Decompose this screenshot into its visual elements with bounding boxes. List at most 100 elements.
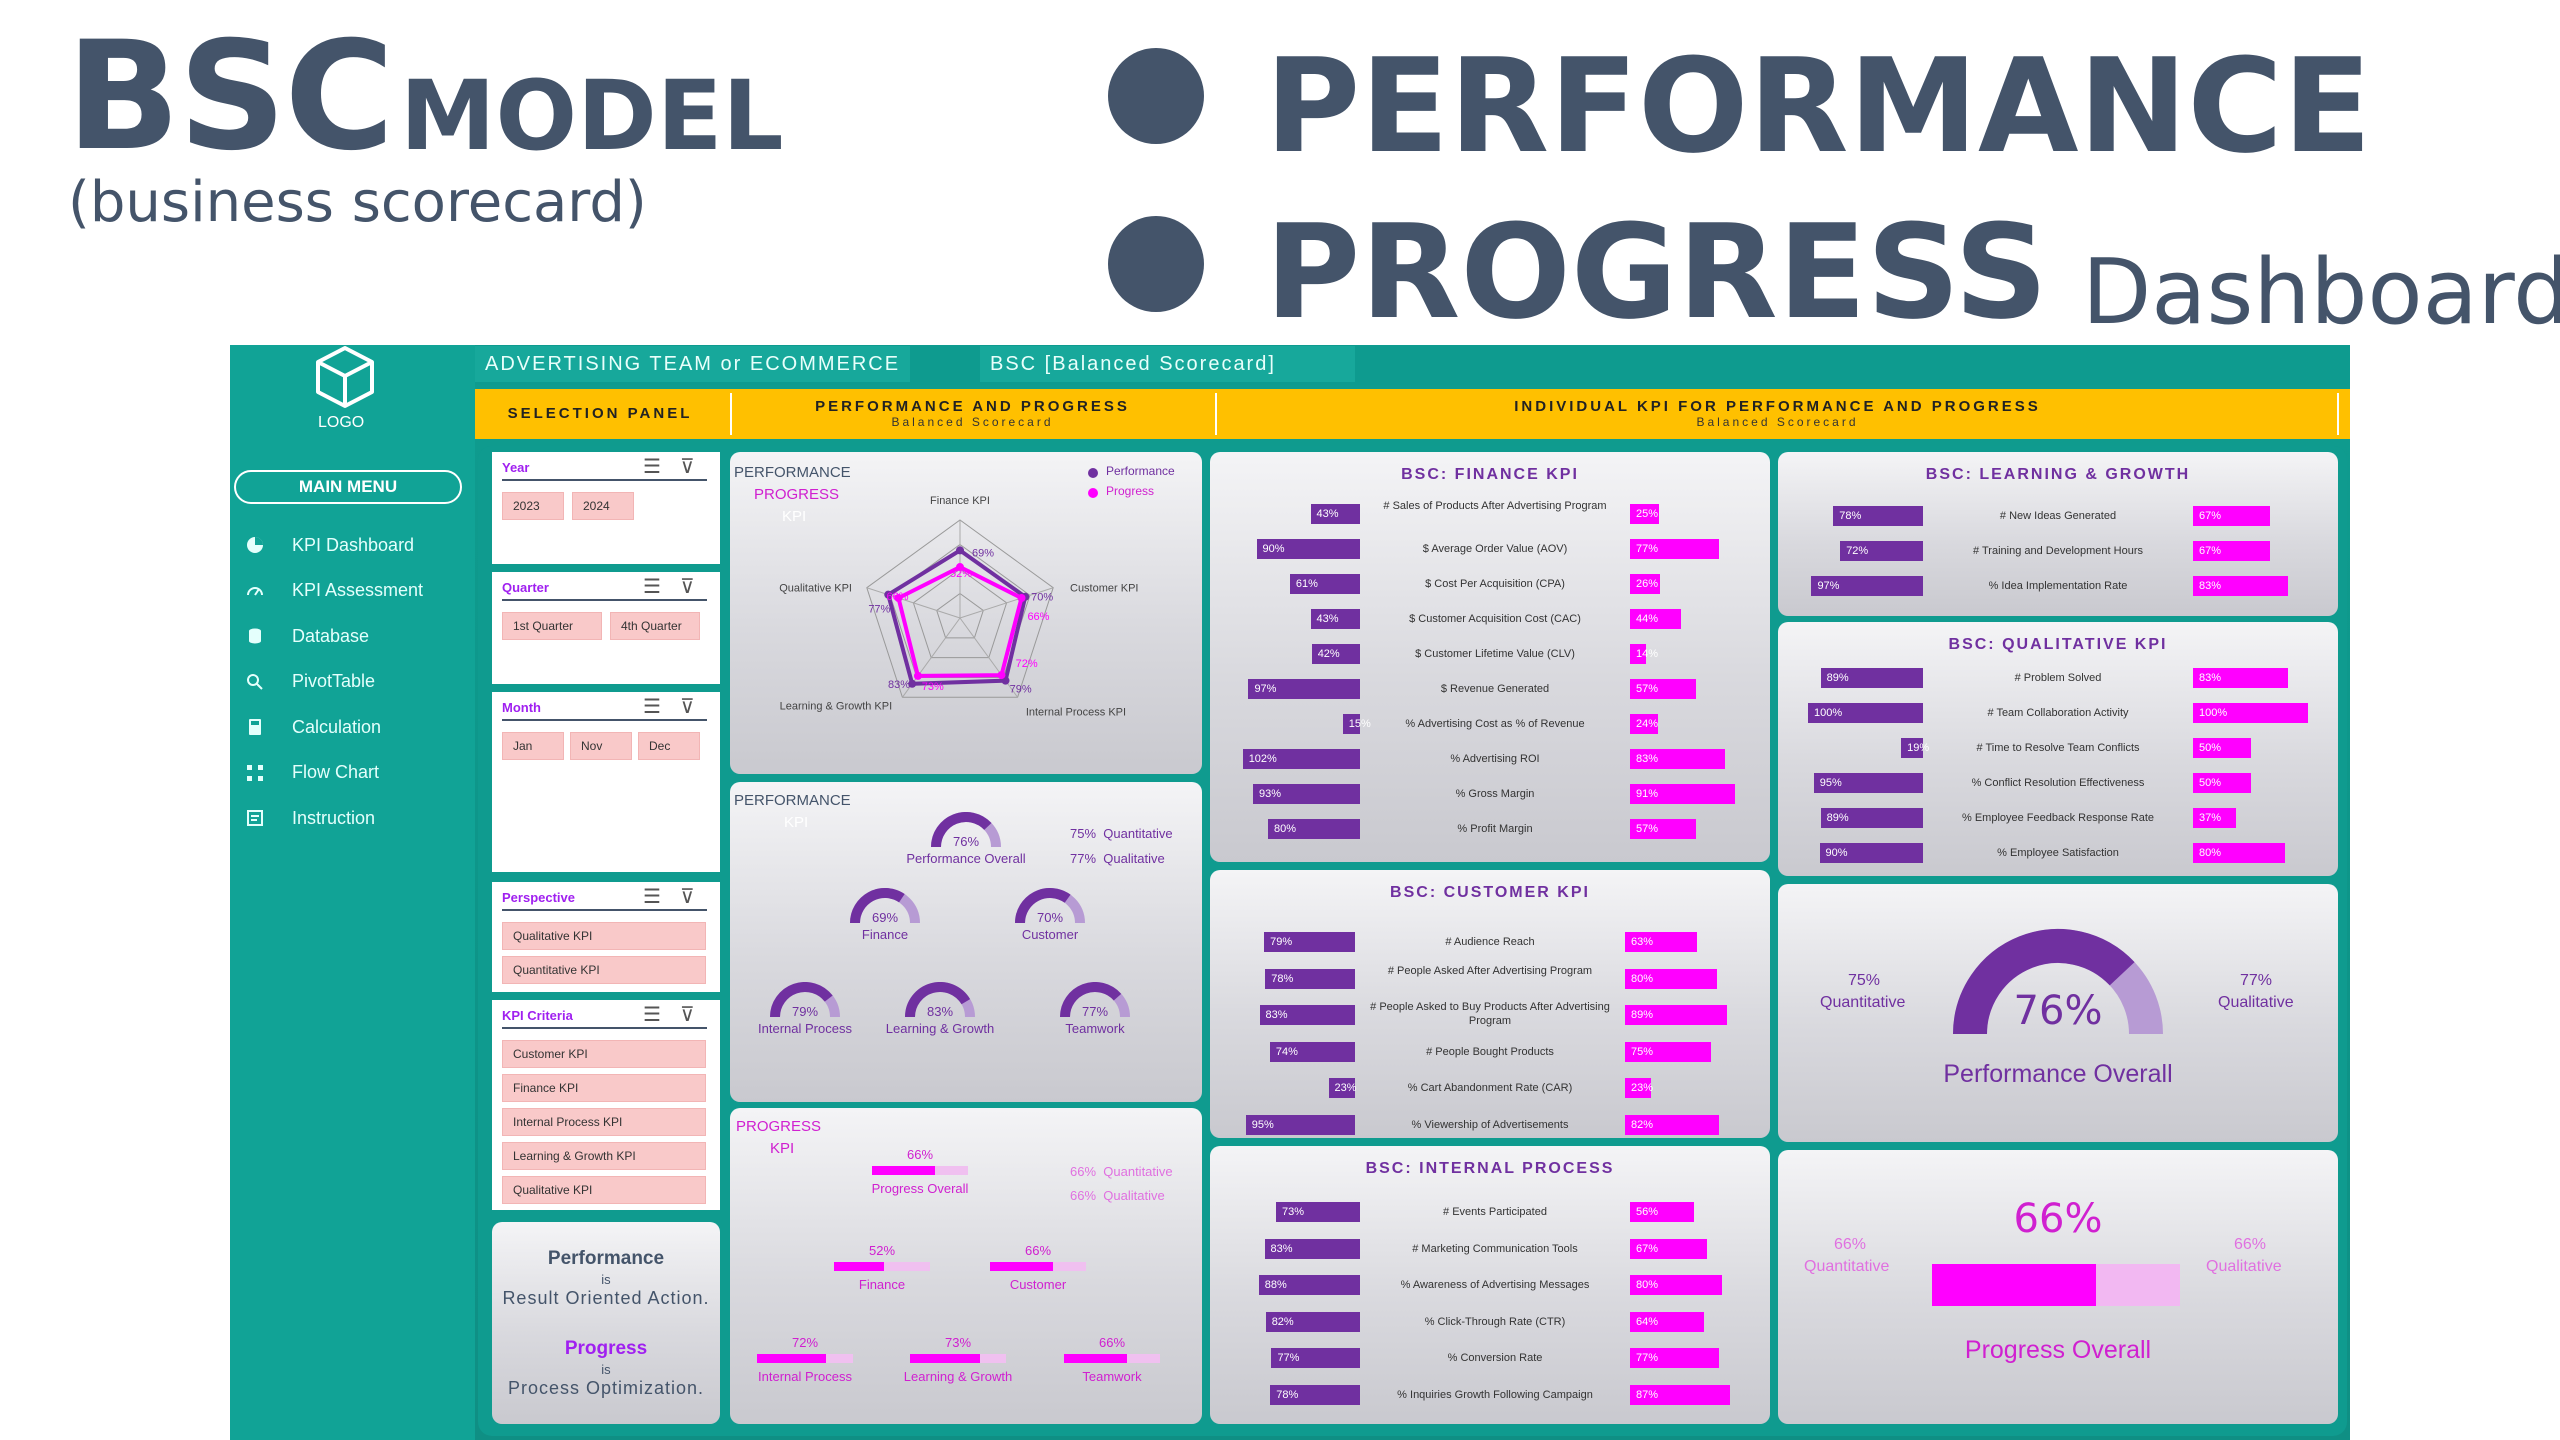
database-icon [246, 627, 264, 645]
kpi-row-label: $ Customer Acquisition Cost (CAC) [1409, 613, 1581, 625]
clear-filter-icon[interactable]: ⊽ [680, 1004, 695, 1026]
clear-filter-icon[interactable]: ⊽ [680, 886, 695, 908]
slicer-month [492, 692, 720, 872]
radar-axis-label: Qualitative KPI [779, 583, 852, 595]
gauge-performance-item [850, 888, 920, 924]
kpi-row-label: # Training and Development Hours [1973, 545, 2143, 557]
kpi-row-label: $ Revenue Generated [1440, 683, 1550, 695]
kpi-row-label: % Idea Implementation Rate [1988, 580, 2128, 592]
slicer-item[interactable]: Qualitative KPI [502, 1176, 706, 1204]
gauge-value: 79% [791, 1004, 819, 1019]
progress-bar: 50% [2193, 738, 2251, 758]
bigprog-qual-label: Qualitative [2206, 1258, 2282, 1275]
kpi-row-label: % Conflict Resolution Effectiveness [1971, 777, 2145, 789]
perfkpi-quantitative: 75% Quantitative [1070, 826, 1173, 841]
main-menu-button[interactable]: MAIN MENU [234, 470, 462, 504]
progress-bar: 80% [1630, 1275, 1722, 1295]
progress-label: Customer [1009, 1277, 1067, 1292]
quote-is: is [601, 1362, 611, 1377]
slicer-item[interactable]: 1st Quarter [502, 612, 602, 640]
kpi-row-label: # Problem Solved [2014, 672, 2102, 684]
progress-bar: 83% [2193, 668, 2289, 688]
radar-value-prog: 72% [1016, 658, 1038, 670]
slicer-item[interactable]: Jan [502, 732, 564, 760]
bigperf-value: 76% [2013, 988, 2103, 1034]
progress-bar: 56% [1630, 1202, 1695, 1222]
selection-panel-label: SELECTION PANEL [507, 405, 693, 422]
slicer-item[interactable]: Dec [638, 732, 700, 760]
tab-bsc-model[interactable]: BSC [Balanced Scorecard] MODEL [980, 346, 1355, 411]
slicer-item[interactable]: Qualitative KPI [502, 922, 706, 950]
logo-label: LOGO [318, 414, 365, 431]
slicer-item[interactable]: Learning & Growth KPI [502, 1142, 706, 1170]
multi-select-icon[interactable]: ☰ [643, 456, 661, 478]
sidebar [230, 345, 475, 1440]
sidebar-item-flow-chart[interactable]: Flow Chart [246, 758, 379, 788]
customer-kpi-card: BSC: CUSTOMER KPI 79% # Audience Reach 63% 7… [1210, 870, 1770, 1138]
performance-bar: 90% [1819, 843, 1923, 863]
multi-select-icon[interactable]: ☰ [643, 696, 661, 718]
radar-point-prog [956, 563, 964, 572]
multi-select-icon[interactable]: ☰ [643, 1004, 661, 1026]
radar-value-perf: 83% [888, 679, 910, 691]
slicer-item[interactable]: 4th Quarter [610, 612, 700, 640]
kpi-row-label: # Marketing Communication Tools [1412, 1242, 1578, 1255]
progress-track [872, 1166, 968, 1175]
progress-value: 73% [944, 1335, 972, 1350]
radar-title-progress: PROGRESS [754, 486, 840, 503]
sidebar-item-kpi-dashboard[interactable]: KPI Dashboard [246, 530, 414, 560]
radar-spoke [959, 617, 1019, 698]
perfkpi-quant-label: Quantitative [1103, 826, 1173, 841]
progress-bar: 67% [1630, 1238, 1708, 1259]
sidebar-item-pivottable[interactable]: PivotTable [246, 667, 375, 697]
radar-value-prog: 66% [1027, 611, 1049, 623]
kpi-row-label: % Conversion Rate [1447, 1352, 1543, 1364]
gauge-label: Performance Overall [906, 851, 1026, 866]
slicer-item[interactable]: Customer KPI [502, 1040, 706, 1068]
multi-select-icon[interactable]: ☰ [643, 576, 661, 598]
slicer-item[interactable]: Nov [570, 732, 632, 760]
radar-value-prog: 66% [887, 591, 909, 603]
divider [1215, 393, 1217, 435]
clear-filter-icon[interactable]: ⊽ [680, 456, 695, 478]
gauge-performance-item [1060, 982, 1130, 1018]
radar-value-perf: 79% [1010, 684, 1032, 696]
clear-filter-icon[interactable]: ⊽ [680, 696, 695, 718]
performance-bar: 78% [1270, 1384, 1360, 1405]
perfkpi-title: PERFORMANCE [734, 792, 851, 809]
radar-point-prog [997, 671, 1006, 680]
clear-filter-icon[interactable]: ⊽ [680, 576, 695, 598]
radar-value-prog: 73% [922, 681, 944, 693]
performance-bar: 43% [1310, 504, 1360, 524]
performance-bar: 93% [1253, 784, 1360, 804]
slicer-title-underline [502, 599, 707, 601]
slicer-item[interactable]: Internal Process KPI [502, 1108, 706, 1136]
perfkpi-title-kpi: KPI [784, 814, 809, 831]
slicer-item[interactable]: Finance KPI [502, 1074, 706, 1102]
sidebar-item-kpi-assessment[interactable]: KPI Assessment [246, 576, 423, 606]
flowchart-icon [246, 764, 264, 782]
individual-kpi-label: INDIVIDUAL KPI FOR PERFORMANCE AND PROGR… [1514, 398, 2041, 415]
tab-advertising[interactable]: ADVERTISING TEAM or ECOMMERCE KPI [475, 346, 910, 411]
sidebar-item-label: Calculation [292, 716, 382, 737]
slicer-item[interactable]: 2024 [572, 492, 634, 520]
instruction-icon [246, 809, 264, 827]
sidebar-item-label: PivotTable [292, 671, 376, 691]
slicer-item[interactable]: 2023 [502, 492, 564, 520]
perfkpi-qual-value: 77% [1070, 851, 1097, 866]
progress-bar: 100% [2193, 703, 2308, 723]
radar-value-perf: 77% [868, 604, 890, 616]
multi-select-icon[interactable]: ☰ [643, 886, 661, 908]
sidebar-item-database[interactable]: Database [246, 621, 369, 651]
slicer-item[interactable]: Quantitative KPI [502, 956, 706, 984]
sidebar-item-label: KPI Dashboard [292, 534, 415, 555]
radar-axis-label: Internal Process KPI [1026, 706, 1126, 718]
gauge-performance-overall [931, 812, 1001, 848]
qualitative-card-title: BSC: QUALITATIVE KPI [1948, 636, 2168, 653]
progress-bar: 82% [1625, 1114, 1720, 1135]
sidebar-item-calculation[interactable]: Calculation [246, 712, 381, 742]
performance-bar: 80% [1268, 819, 1360, 839]
slicer-title-underline [502, 479, 707, 481]
progress-kpi-card: PROGRESS KPI 66% Quantitative 66% Qualit… [730, 1108, 1202, 1424]
sidebar-item-instruction[interactable]: Instruction [246, 803, 375, 833]
